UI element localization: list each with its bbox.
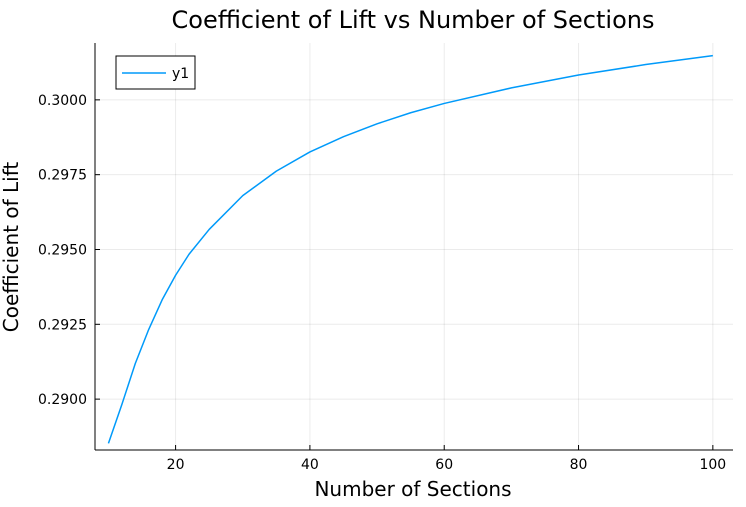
grid (95, 43, 733, 450)
legend-label-y1: y1 (172, 66, 189, 82)
axes (94, 43, 733, 451)
y-tick-label: 0.2950 (38, 242, 87, 258)
y-tick-label: 0.3000 (38, 93, 87, 109)
y-tick-label: 0.2925 (38, 317, 87, 333)
x-tick-label: 40 (301, 457, 319, 473)
legend: y1 (115, 55, 196, 90)
y-tick-label: 0.2900 (38, 392, 87, 408)
x-tick-label: 100 (699, 457, 726, 473)
x-tick-label: 80 (570, 457, 588, 473)
x-tick-label: 60 (435, 457, 453, 473)
chart-title: Coefficient of Lift vs Number of Section… (172, 6, 655, 34)
x-ticks: 20 40 60 80 100 (167, 445, 726, 473)
y-axis-label: Coefficient of Lift (0, 162, 23, 333)
x-tick-label: 20 (167, 457, 185, 473)
series-line-y1 (107, 54, 713, 444)
y-tick-label: 0.2975 (38, 168, 87, 184)
series (107, 54, 713, 444)
y-ticks: 0.2900 0.2925 0.2950 0.2975 0.3000 (38, 93, 100, 408)
x-axis-label: Number of Sections (314, 477, 511, 501)
